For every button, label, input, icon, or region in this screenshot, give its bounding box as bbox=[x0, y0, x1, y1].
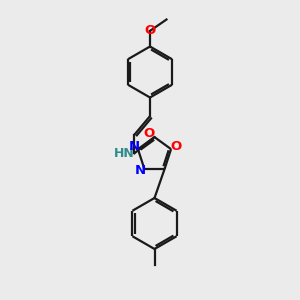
Text: O: O bbox=[145, 24, 156, 37]
Text: N: N bbox=[135, 164, 146, 178]
Text: O: O bbox=[144, 127, 155, 140]
Text: HN: HN bbox=[113, 147, 134, 160]
Text: O: O bbox=[170, 140, 181, 153]
Text: N: N bbox=[129, 140, 140, 153]
